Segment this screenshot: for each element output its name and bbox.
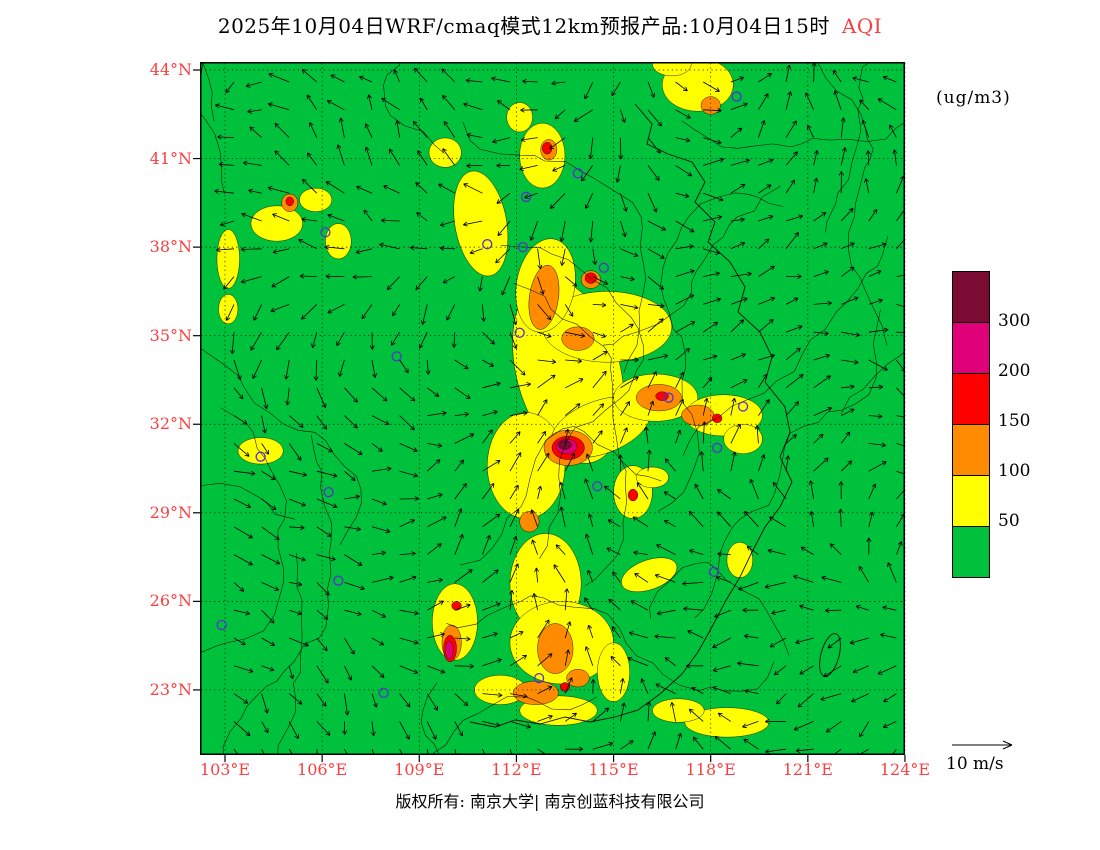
lon-tick-label: 106°E: [297, 760, 348, 779]
lat-tick-label: 38°N: [149, 237, 192, 257]
legend-color-cell: [952, 373, 990, 425]
page-title: 2025年10月04日WRF/cmaq模式12km预报产品:10月04日15时 A…: [0, 10, 1100, 39]
colorbar-cells: [952, 271, 1072, 578]
axis-ticks: [193, 69, 906, 762]
lat-tick-label: 44°N: [149, 60, 192, 79]
legend-color-cell: [952, 526, 990, 578]
lon-tick-label: 103°E: [199, 760, 251, 779]
map-canvas: [193, 62, 906, 762]
lat-tick-label: 26°N: [149, 591, 192, 611]
units-label: (ug/m3): [936, 88, 1011, 108]
title-variable: AQI: [841, 14, 883, 38]
colorbar-legend: 300 200 150 100 50: [952, 271, 1072, 578]
lon-tick-label: 118°E: [685, 760, 736, 779]
wind-scale-arrow: [952, 740, 1013, 750]
legend-boundary-label: 100: [998, 461, 1031, 481]
lon-tick-label: 112°E: [491, 760, 542, 779]
lon-tick-label: 124°E: [879, 760, 931, 779]
legend-boundary-label: 150: [998, 411, 1031, 431]
lat-tick-label: 35°N: [149, 325, 192, 345]
lat-tick-label: 41°N: [149, 148, 192, 168]
legend-color-cell: [952, 424, 990, 476]
legend-boundary-label: 300: [998, 311, 1031, 331]
legend-boundary-label: 50: [998, 511, 1020, 531]
title-text: 2025年10月04日WRF/cmaq模式12km预报产品:10月04日15时: [217, 14, 830, 38]
legend-color-cell: [952, 475, 990, 527]
legend-boundary-label: 200: [998, 361, 1031, 381]
lat-tick-label: 23°N: [149, 679, 192, 699]
legend-color-cell: [952, 271, 990, 323]
wind-scale-label: 10 m/s: [946, 754, 1004, 774]
wind-vectors: [214, 63, 904, 754]
copyright-footer: 版权所有: 南京大学| 南京创蓝科技有限公司: [395, 792, 705, 811]
lat-tick-label: 29°N: [149, 502, 192, 522]
lon-tick-label: 115°E: [588, 760, 639, 779]
lat-tick-label: 32°N: [149, 414, 192, 434]
lon-tick-label: 121°E: [782, 760, 833, 779]
legend-color-cell: [952, 322, 990, 374]
lon-tick-label: 109°E: [394, 760, 445, 779]
station-markers: [216, 91, 749, 699]
